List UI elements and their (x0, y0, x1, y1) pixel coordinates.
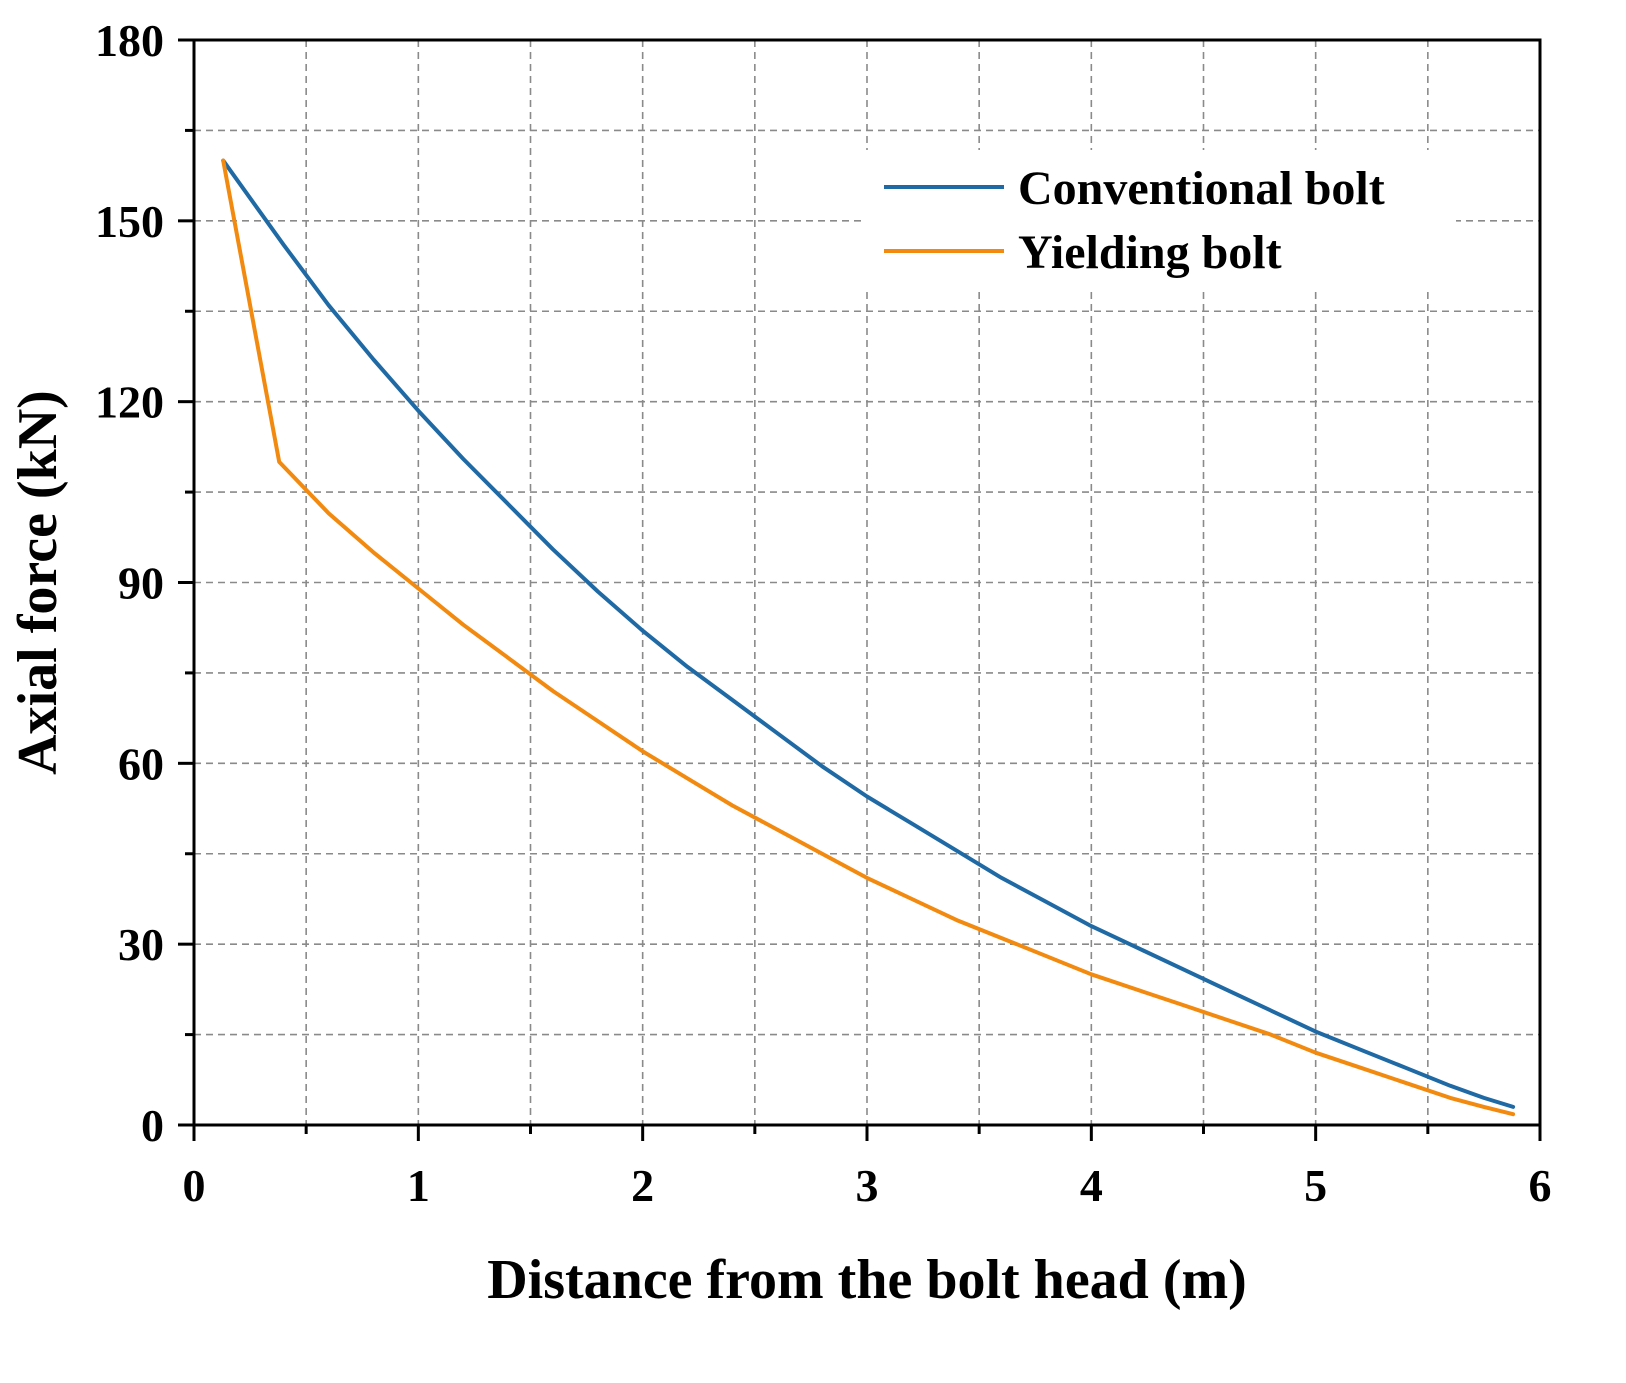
legend-label: Yielding bolt (1018, 226, 1282, 279)
x-axis-title: Distance from the bolt head (m) (487, 1249, 1247, 1311)
x-tick-label: 0 (183, 1160, 206, 1211)
x-tick-label: 1 (407, 1160, 430, 1211)
y-tick-label: 150 (95, 196, 164, 247)
legend: Conventional bolt Yielding bolt (866, 150, 1456, 290)
axis-ticks (178, 38, 1542, 1141)
y-axis-tick-labels: 0 30 60 90 120 150 180 (95, 15, 164, 1151)
x-tick-label: 3 (856, 1160, 879, 1211)
y-tick-label: 0 (141, 1100, 164, 1151)
series-lines (221, 158, 1516, 1117)
series-line-yielding-bolt (221, 158, 1516, 1117)
x-axis-tick-labels: 0 1 2 3 4 5 6 (183, 1160, 1552, 1211)
legend-background (866, 150, 1456, 290)
y-tick-label: 180 (95, 15, 164, 66)
y-tick-label: 90 (118, 558, 164, 609)
x-tick-label: 6 (1529, 1160, 1552, 1211)
x-tick-label: 5 (1304, 1160, 1327, 1211)
y-tick-label: 30 (118, 919, 164, 970)
series-line-conventional-bolt (221, 158, 1516, 1109)
y-axis-title: Axial force (kN) (7, 390, 69, 775)
x-tick-label: 4 (1080, 1160, 1103, 1211)
y-tick-label: 120 (95, 377, 164, 428)
x-tick-label: 2 (631, 1160, 654, 1211)
legend-label: Conventional bolt (1018, 162, 1385, 215)
y-tick-label: 60 (118, 738, 164, 789)
